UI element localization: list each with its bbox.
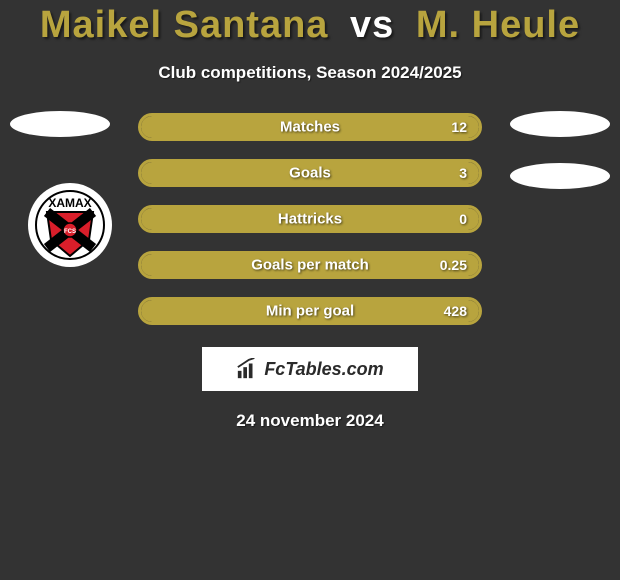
stat-bar: Goals per match 0.25	[138, 251, 482, 279]
stat-value: 0.25	[440, 257, 467, 273]
content-region: XAMAX FCS Matches 12 Goals 3 Hattricks 0 Goals…	[0, 113, 620, 325]
stat-value: 428	[444, 303, 467, 319]
stat-label: Min per goal	[266, 303, 354, 320]
avatar-placeholder-left	[10, 111, 110, 137]
stat-label: Matches	[280, 119, 340, 136]
date-line: 24 november 2024	[0, 411, 620, 431]
player-left-name: Maikel Santana	[40, 4, 329, 46]
stat-label: Goals per match	[251, 257, 369, 274]
stat-label: Hattricks	[278, 211, 342, 228]
svg-text:FCS: FCS	[64, 229, 76, 235]
stats-bars: Matches 12 Goals 3 Hattricks 0 Goals per match…	[138, 113, 482, 325]
subtitle: Club competitions, Season 2024/2025	[0, 63, 620, 83]
avatar-placeholder-right-1	[510, 111, 610, 137]
page-title: Maikel Santana vs M. Heule	[0, 0, 620, 47]
brand-footer-box[interactable]: FcTables.com	[202, 347, 418, 391]
svg-text:XAMAX: XAMAX	[48, 196, 91, 210]
stat-bar: Hattricks 0	[138, 205, 482, 233]
stat-bar: Matches 12	[138, 113, 482, 141]
chart-icon	[236, 358, 258, 380]
brand-label: FcTables.com	[264, 359, 383, 380]
xamax-badge-icon: XAMAX FCS	[35, 190, 105, 260]
vs-text: vs	[350, 4, 394, 46]
stat-value: 12	[451, 119, 467, 135]
stat-label: Goals	[289, 165, 331, 182]
club-badge: XAMAX FCS	[28, 183, 112, 267]
stat-value: 0	[459, 211, 467, 227]
player-right-name: M. Heule	[416, 4, 580, 46]
stat-value: 3	[459, 165, 467, 181]
stat-bar: Goals 3	[138, 159, 482, 187]
avatar-placeholder-right-2	[510, 163, 610, 189]
stat-bar: Min per goal 428	[138, 297, 482, 325]
